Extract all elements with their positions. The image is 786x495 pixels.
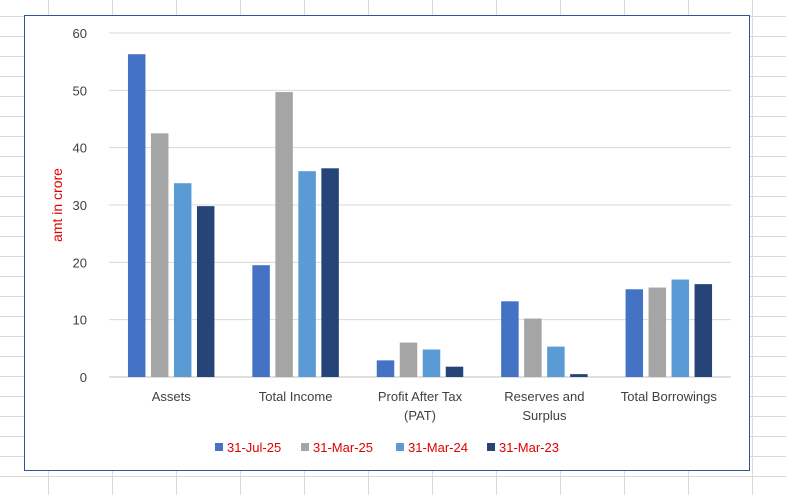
bar (694, 284, 713, 377)
x-category-label: Total Borrowings (621, 389, 718, 404)
bar (376, 360, 395, 377)
x-category-label: (PAT) (404, 408, 436, 423)
y-tick-label: 10 (73, 313, 87, 328)
y-tick-label: 40 (73, 141, 87, 156)
bar-chart: 0 10 20 30 40 50 60 Assets Total Income Profit A… (49, 26, 731, 455)
bar (298, 171, 316, 377)
y-tick-label: 30 (73, 198, 87, 213)
legend-label: 31-Mar-25 (313, 440, 373, 455)
bar (252, 265, 270, 377)
legend-label: 31-Mar-23 (499, 440, 559, 455)
y-tick-label: 60 (73, 26, 87, 41)
bar (150, 133, 169, 377)
legend: 31-Jul-25 31-Mar-25 31-Mar-24 31-Mar-23 (215, 440, 559, 455)
bar (671, 279, 690, 377)
bar (570, 374, 588, 377)
y-tick-label: 20 (73, 255, 87, 270)
legend-label: 31-Jul-25 (227, 440, 281, 455)
bar (501, 301, 519, 377)
bar (275, 92, 293, 377)
bar (127, 54, 146, 378)
bar (625, 289, 644, 377)
legend-swatch (215, 443, 223, 451)
legend-entry: 31-Mar-23 (487, 440, 559, 455)
bar (196, 206, 215, 377)
y-axis-label: amt in crore (49, 168, 65, 242)
x-category-label: Profit After Tax (378, 389, 463, 404)
y-tick-label: 0 (80, 370, 87, 385)
legend-label: 31-Mar-24 (408, 440, 468, 455)
y-axis-ticks: 0 10 20 30 40 50 60 (73, 26, 87, 385)
x-category-label: Assets (152, 389, 192, 404)
y-tick-label: 50 (73, 83, 87, 98)
bar (524, 318, 542, 377)
chart-area: 0 10 20 30 40 50 60 Assets Total Income Profit A… (24, 15, 750, 471)
bar (422, 349, 441, 377)
bar (173, 183, 192, 377)
legend-entry: 31-Mar-24 (396, 440, 468, 455)
x-category-label: Total Income (259, 389, 333, 404)
bar (445, 366, 464, 377)
legend-swatch (396, 443, 404, 451)
x-category-label: Reserves and (504, 389, 584, 404)
legend-swatch (301, 443, 309, 451)
bars (127, 54, 713, 378)
x-axis-categories: Assets Total Income Profit After Tax (PAT) R… (152, 389, 718, 423)
x-category-label: Surplus (522, 408, 567, 423)
legend-entry: 31-Jul-25 (215, 440, 281, 455)
legend-entry: 31-Mar-25 (301, 440, 373, 455)
legend-swatch (487, 443, 495, 451)
bar (321, 168, 339, 377)
bar (399, 342, 418, 377)
bar (648, 287, 667, 377)
bar (547, 346, 565, 377)
